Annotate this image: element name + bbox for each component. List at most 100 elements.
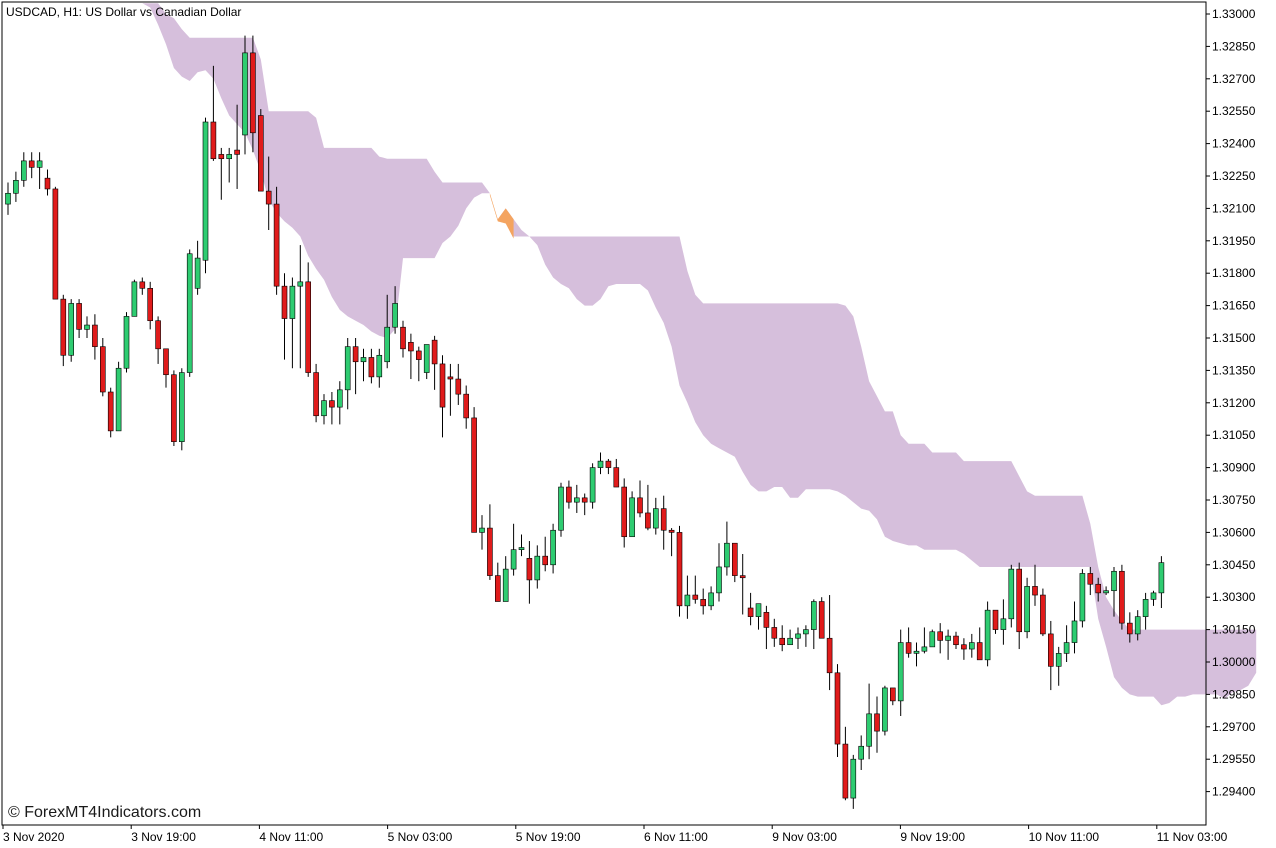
candle — [992, 609, 999, 634]
candle-body-bull — [360, 357, 367, 363]
candle-body-bull — [226, 154, 232, 160]
candle-body-bear — [147, 288, 153, 322]
candle-body-bull — [518, 547, 525, 550]
candle — [179, 368, 185, 451]
candle — [558, 482, 564, 537]
candle-body-bear — [1119, 570, 1125, 624]
y-tick-label: 1.30750 — [1212, 493, 1256, 507]
candle — [20, 152, 27, 187]
candle — [1142, 592, 1149, 630]
candle — [534, 545, 541, 589]
candle — [613, 458, 620, 488]
candle-body-bear — [645, 512, 651, 529]
y-tick-label: 1.30450 — [1212, 558, 1256, 572]
candle — [376, 348, 383, 388]
candle — [929, 629, 936, 648]
candle-body-bull — [652, 508, 659, 529]
candle-body-bull — [1063, 642, 1070, 654]
candle — [28, 152, 35, 179]
candle — [1048, 620, 1054, 691]
candle-body-bear — [163, 348, 169, 376]
y-tick-label: 1.31500 — [1212, 331, 1256, 345]
candle-body-bull — [921, 646, 928, 652]
x-tick-label: 10 Nov 11:00 — [1029, 830, 1100, 844]
candle-body-bear — [329, 400, 335, 408]
candle-body-bear — [313, 372, 319, 417]
candle — [1087, 566, 1094, 596]
candle — [479, 515, 485, 550]
candle — [637, 480, 643, 518]
y-tick-label: 1.29700 — [1212, 720, 1256, 734]
candle-body-bear — [171, 374, 177, 442]
candle-body-bear — [771, 627, 778, 639]
candle-body-bull — [1142, 599, 1149, 617]
candle-body-bull — [376, 354, 383, 378]
candle-body-bear — [107, 391, 114, 432]
candle-body-bear — [257, 115, 264, 192]
candle-body-bear — [874, 713, 880, 732]
candle-body-bear — [76, 303, 82, 330]
y-tick-label: 1.30000 — [1212, 655, 1256, 669]
candle-body-bull — [850, 758, 857, 799]
y-tick-label: 1.31950 — [1212, 234, 1256, 248]
candle — [1071, 601, 1078, 654]
candle — [550, 523, 556, 574]
candle-body-bear — [28, 160, 35, 168]
candle — [1095, 577, 1101, 602]
candle-body-bear — [818, 601, 825, 639]
candle — [1079, 569, 1086, 628]
candle — [13, 171, 19, 202]
candle-body-bear — [368, 357, 375, 378]
chart-title: USDCAD, H1: US Dollar vs Canadian Dollar — [6, 5, 241, 19]
candle — [700, 588, 707, 615]
candle — [629, 491, 635, 538]
candle-body-bull — [795, 633, 801, 639]
candle-body-bull — [913, 650, 920, 654]
candle-body-bear — [52, 188, 59, 300]
y-tick-label: 1.32100 — [1212, 201, 1256, 215]
candle — [1150, 590, 1157, 606]
candle — [297, 245, 304, 369]
candle — [194, 240, 201, 295]
candle-body-bull — [194, 257, 201, 289]
candle — [668, 528, 675, 557]
candle — [676, 525, 683, 617]
candle-body-bear — [1087, 573, 1094, 585]
candle-body-bull — [1103, 590, 1109, 594]
candle-body-bull — [534, 555, 541, 581]
candle-body-bull — [968, 642, 975, 650]
candle-body-bull — [573, 497, 580, 503]
candle — [1055, 646, 1062, 686]
candle — [257, 109, 264, 192]
candle — [1111, 566, 1117, 617]
candle-body-bull — [423, 344, 430, 373]
candle — [621, 478, 628, 548]
candle-body-bear — [605, 460, 612, 468]
candle — [573, 484, 580, 513]
candle-body-bear — [487, 527, 493, 576]
candle-body-bear — [273, 203, 280, 287]
y-tick-label: 1.30300 — [1212, 590, 1256, 604]
candle-body-bull — [724, 542, 730, 568]
candle-body-bull — [684, 594, 691, 607]
candle — [771, 618, 778, 647]
candle-body-bear — [779, 637, 786, 646]
y-tick-label: 1.31350 — [1212, 363, 1256, 377]
candle-body-bull — [1134, 616, 1141, 635]
candle-body-bull — [550, 529, 556, 566]
candle — [163, 348, 169, 388]
candle — [826, 595, 833, 691]
candle — [44, 169, 51, 196]
candle-body-bear — [60, 298, 67, 356]
candle — [858, 735, 865, 770]
x-tick-label: 5 Nov 19:00 — [516, 830, 581, 844]
x-tick-label: 6 Nov 11:00 — [644, 830, 708, 844]
candle-body-bear — [281, 285, 288, 319]
candle — [107, 387, 114, 438]
candle-body-bear — [826, 637, 833, 674]
candle-body-bear — [210, 121, 217, 160]
y-tick-label: 1.31650 — [1212, 299, 1256, 313]
candle — [139, 277, 146, 295]
candle — [787, 629, 793, 646]
